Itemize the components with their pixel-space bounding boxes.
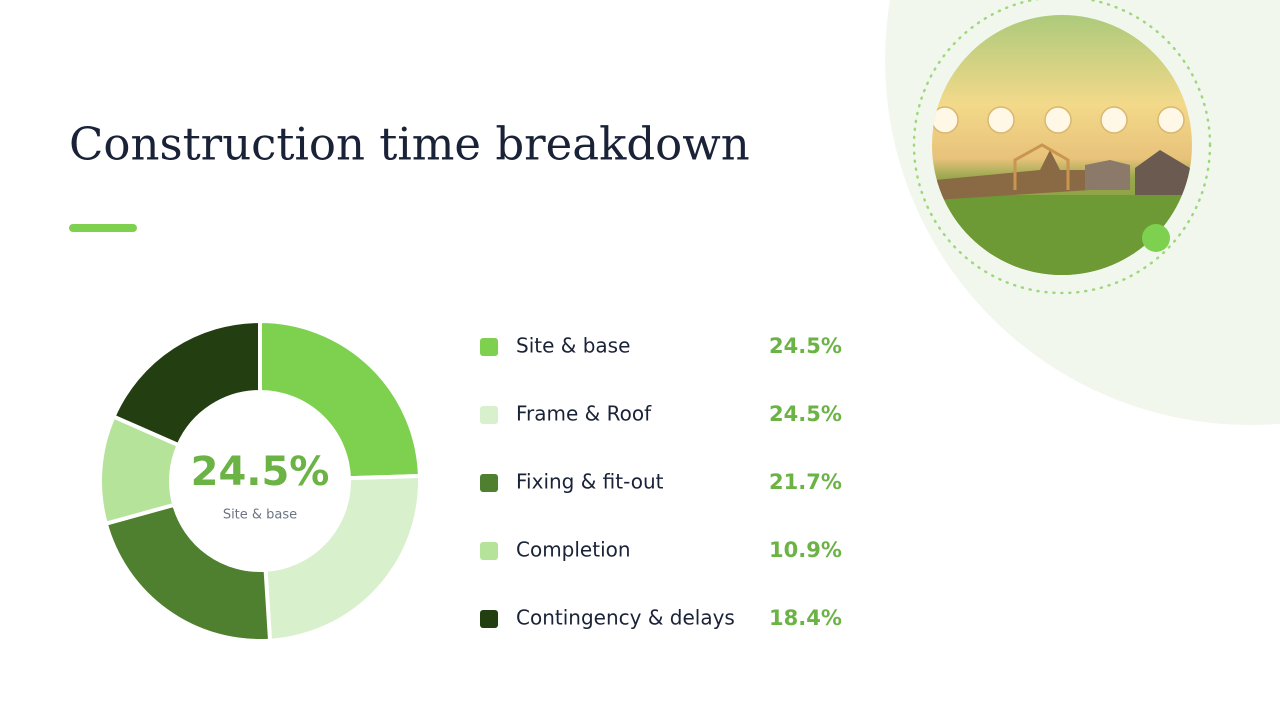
legend-value: 10.9% (769, 538, 842, 562)
legend-swatch (480, 338, 498, 356)
center-label: Site & base (223, 508, 297, 523)
legend-swatch (480, 406, 498, 424)
dotted-ring (912, 0, 1212, 295)
chart-title: Construction time breakdown (69, 118, 750, 171)
center-value: 24.5% (191, 449, 330, 495)
legend-swatch (480, 610, 498, 628)
legend-swatch (480, 474, 498, 492)
legend-label: Contingency & delays (516, 606, 735, 630)
legend-value: 21.7% (769, 470, 842, 494)
legend-label: Completion (516, 538, 631, 562)
legend-swatch (480, 542, 498, 560)
accent-dot (1142, 224, 1170, 252)
title-underline (69, 224, 137, 232)
legend-label: Frame & Roof (516, 402, 652, 426)
legend-label: Site & base (516, 334, 630, 358)
legend-value: 18.4% (769, 606, 842, 630)
legend-value: 24.5% (769, 334, 842, 358)
legend-label: Fixing & fit-out (516, 470, 664, 494)
legend-value: 24.5% (769, 402, 842, 426)
donut-hole (171, 392, 349, 570)
legend: Site & base 24.5% Frame & Roof 24.5% Fixing … (480, 334, 842, 630)
